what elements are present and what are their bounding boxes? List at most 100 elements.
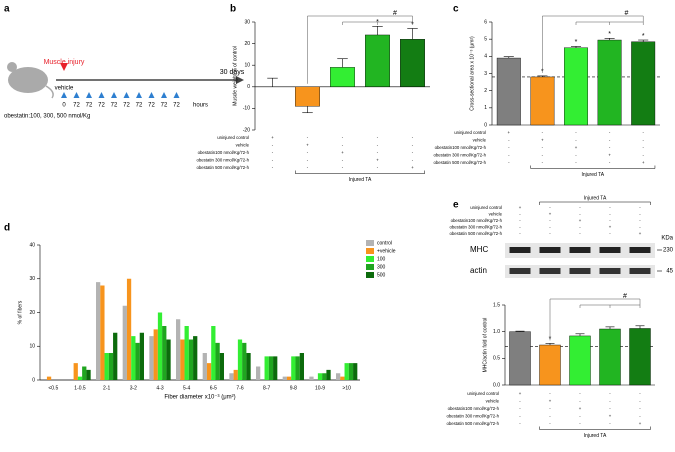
end-label: 30 days <box>220 69 245 76</box>
bar <box>336 373 341 380</box>
y-tick-label: 0.0 <box>493 382 500 388</box>
size-label: 230 <box>663 248 674 254</box>
condition-sign: - <box>342 165 344 170</box>
bar <box>400 39 425 87</box>
condition-sign: + <box>549 212 552 217</box>
x-tick-label: <0.5 <box>48 385 58 391</box>
condition-sign: - <box>579 391 581 396</box>
bar <box>256 366 261 380</box>
blot-band <box>539 247 561 253</box>
blot-band <box>509 247 531 253</box>
y-tick-label: 2 <box>484 88 487 94</box>
y-tick-label: 1.5 <box>493 302 500 308</box>
condition-sign: - <box>609 218 611 223</box>
bar <box>157 312 163 380</box>
y-tick-label: 30 <box>244 19 250 25</box>
y-tick-label: 1.0 <box>493 329 500 335</box>
bar <box>564 47 588 126</box>
injury-label: Muscle injury <box>44 59 85 66</box>
condition-sign: - <box>549 225 551 230</box>
condition-sign: - <box>579 414 581 419</box>
legend-swatch <box>366 264 374 270</box>
condition-sign: - <box>519 399 521 404</box>
bar <box>180 339 185 380</box>
group-bracket <box>530 165 656 169</box>
group-label: Injured TA <box>581 172 604 178</box>
condition-sign: - <box>272 143 274 148</box>
condition-sign: - <box>542 153 544 158</box>
condition-sign: - <box>579 231 581 236</box>
bar <box>219 353 224 380</box>
y-tick-label: 4 <box>484 54 487 60</box>
bar <box>299 353 304 380</box>
bar <box>295 86 320 107</box>
bar <box>322 373 327 380</box>
compare-bracket <box>542 15 644 73</box>
injection-marker <box>73 92 80 98</box>
legend-label: 500 <box>377 272 386 278</box>
bar <box>126 278 132 380</box>
group-label: Injured TA <box>584 195 607 201</box>
bar <box>631 41 656 126</box>
condition-sign: - <box>542 160 544 165</box>
condition-label: obestatin 500 nmol/Kg/72-h <box>196 165 249 170</box>
compare-bracket <box>575 21 644 25</box>
time-label: 0 <box>62 103 66 109</box>
condition-sign: - <box>639 218 641 223</box>
compare-bracket <box>307 15 413 84</box>
time-label: 72 <box>98 103 105 109</box>
condition-label: obestatin100 nmol/Kg/72-h <box>448 406 500 411</box>
group-bracket <box>539 201 651 205</box>
x-tick-label: >10 <box>342 385 351 391</box>
condition-sign: + <box>411 165 414 170</box>
condition-label: uninjured control <box>470 205 502 210</box>
y-tick-label: 5 <box>484 36 487 42</box>
condition-sign: - <box>519 406 521 411</box>
condition-sign: - <box>519 414 521 419</box>
y-tick-label: 40 <box>29 242 35 248</box>
time-label: 72 <box>86 103 93 109</box>
y-tick-label: 0.5 <box>493 356 500 362</box>
bar <box>166 339 171 380</box>
condition-sign: - <box>639 225 641 230</box>
condition-sign: - <box>542 130 544 135</box>
condition-label: obestatin 300 nmol/Kg/72-h <box>433 153 486 158</box>
condition-sign: - <box>377 143 379 148</box>
time-label: 72 <box>111 103 118 109</box>
bar <box>46 376 52 380</box>
condition-label: obestatin 500 nmol/Kg/72-h <box>449 231 502 236</box>
bar <box>215 342 220 380</box>
condition-label: vehicle <box>486 399 500 404</box>
bracket-label: # <box>624 10 628 17</box>
dose-label: obestatin:100, 300, 500 nmol/Kg <box>4 114 90 120</box>
bar <box>86 369 91 380</box>
y-axis-label: Muscle weight % of control <box>232 46 238 105</box>
size-unit: KDa <box>661 236 673 242</box>
bar <box>295 356 300 380</box>
condition-label: obestatin 300 nmol/Kg/72-h <box>196 158 249 163</box>
bar <box>122 305 127 380</box>
condition-sign: - <box>609 205 611 210</box>
condition-sign: - <box>519 218 521 223</box>
x-tick-label: 9-8 <box>290 385 297 391</box>
legend-label: control <box>377 240 392 246</box>
condition-label: obestatin 500 nmol/Kg/72-h <box>446 421 499 426</box>
condition-sign: - <box>549 406 551 411</box>
condition-sign: + <box>639 231 642 236</box>
bar <box>317 373 323 380</box>
bar <box>149 336 154 380</box>
condition-sign: - <box>579 212 581 217</box>
condition-label: obestatin 500 nmol/Kg/72-h <box>433 160 486 165</box>
condition-sign: - <box>272 150 274 155</box>
bar <box>264 356 269 380</box>
bar <box>211 326 216 380</box>
bracket-label: # <box>623 293 627 300</box>
timeline-arrow <box>236 76 244 84</box>
condition-sign: + <box>608 153 611 158</box>
condition-sign: - <box>307 165 309 170</box>
condition-sign: - <box>412 158 414 163</box>
condition-label: obestatin100 nmol/Kg/72-h <box>198 150 250 155</box>
bar <box>509 331 531 386</box>
blot-band <box>569 247 591 253</box>
injection-marker <box>148 92 155 98</box>
